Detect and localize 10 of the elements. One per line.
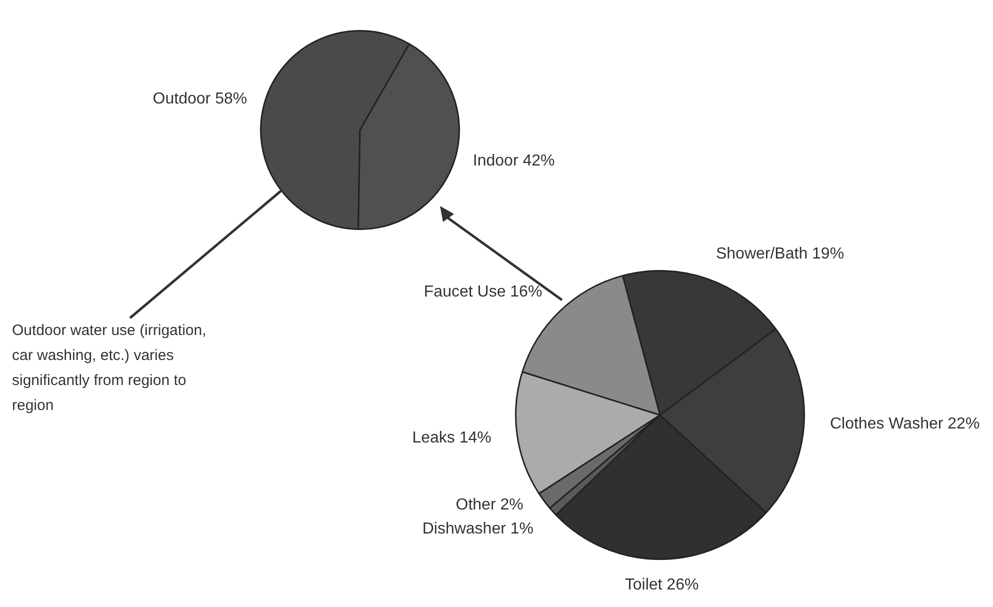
slice-label: Leaks 14% [412, 430, 492, 447]
slice-label: Dishwasher 1% [422, 520, 534, 538]
slice-label: Clothes Washer 22% [830, 415, 980, 432]
slice-label: Other 2% [456, 496, 524, 514]
slice-label: Faucet Use 16% [424, 284, 542, 301]
slice-label: Shower/Bath 19% [716, 246, 844, 263]
slice-label: Toilet 26% [624, 576, 699, 594]
slice-label: Outdoor 58% [152, 90, 248, 108]
slice-label: Indoor 42% [472, 152, 555, 170]
text: Outdoor water use (irrigation, car washing, etc.) varies significantly from region to region [12, 321, 208, 416]
